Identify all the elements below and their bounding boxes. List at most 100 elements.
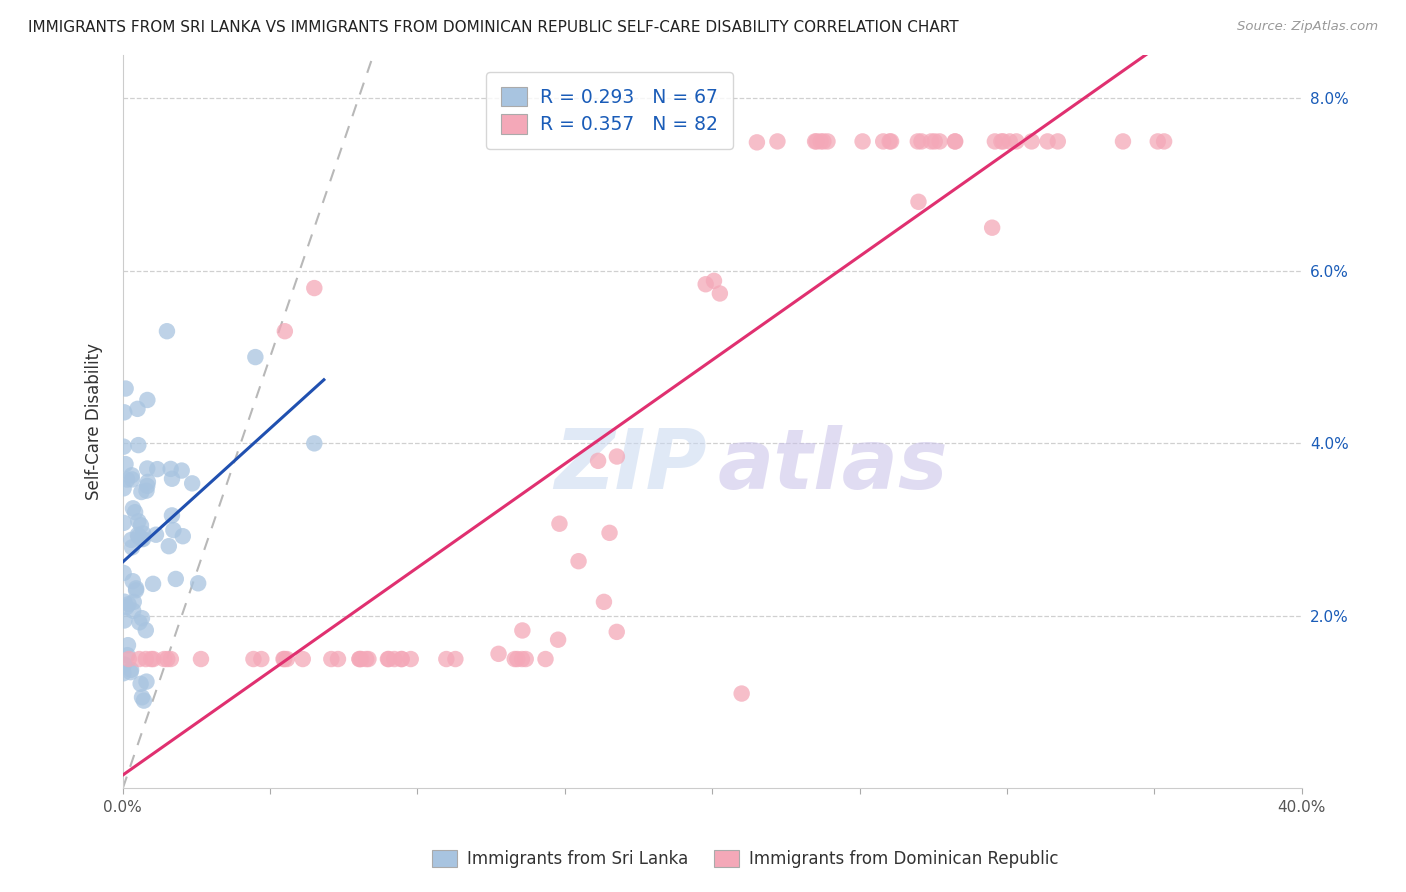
Point	[135, 624, 157, 638]
Point	[745, 136, 768, 150]
Point	[586, 454, 609, 468]
Point	[984, 135, 1007, 149]
Point	[122, 501, 145, 516]
Point	[907, 194, 929, 209]
Point	[170, 464, 193, 478]
Point	[187, 576, 209, 591]
Point	[125, 583, 148, 598]
Text: ZIP: ZIP	[554, 425, 706, 507]
Point	[515, 652, 537, 666]
Point	[920, 135, 942, 149]
Point	[135, 674, 157, 689]
Point	[981, 220, 1004, 235]
Point	[274, 324, 297, 338]
Point	[730, 687, 752, 701]
Point	[304, 281, 326, 295]
Point	[1112, 135, 1135, 149]
Point	[879, 135, 901, 149]
Point	[548, 516, 571, 531]
Point	[910, 135, 932, 149]
Point	[245, 350, 267, 364]
Point	[159, 652, 181, 666]
Y-axis label: Self-Care Disability: Self-Care Disability	[86, 343, 103, 500]
Point	[943, 135, 966, 149]
Point	[127, 438, 149, 452]
Text: Source: ZipAtlas.com: Source: ZipAtlas.com	[1237, 20, 1378, 33]
Point	[399, 652, 422, 666]
Point	[120, 665, 142, 680]
Point	[872, 135, 894, 149]
Point	[121, 472, 143, 486]
Point	[503, 652, 526, 666]
Text: IMMIGRANTS FROM SRI LANKA VS IMMIGRANTS FROM DOMINICAN REPUBLIC SELF-CARE DISABI: IMMIGRANTS FROM SRI LANKA VS IMMIGRANTS …	[28, 20, 959, 35]
Point	[132, 693, 155, 707]
Point	[534, 652, 557, 666]
Point	[813, 135, 835, 149]
Point	[156, 652, 179, 666]
Point	[276, 652, 298, 666]
Point	[132, 532, 155, 546]
Point	[389, 652, 412, 666]
Point	[547, 632, 569, 647]
Point	[506, 652, 529, 666]
Point	[117, 638, 139, 652]
Point	[990, 135, 1012, 149]
Point	[606, 450, 628, 464]
Point	[599, 525, 621, 540]
Point	[112, 566, 135, 580]
Point	[131, 485, 153, 500]
Point	[115, 600, 138, 615]
Point	[112, 614, 135, 628]
Point	[120, 663, 142, 677]
Point	[135, 483, 157, 498]
Point	[162, 523, 184, 537]
Point	[291, 652, 314, 666]
Point	[122, 595, 145, 609]
Point	[695, 277, 717, 292]
Point	[128, 615, 150, 630]
Point	[377, 652, 399, 666]
Point	[567, 554, 589, 568]
Point	[165, 572, 187, 586]
Point	[136, 479, 159, 493]
Point	[136, 461, 159, 475]
Point	[703, 274, 725, 288]
Point	[181, 476, 204, 491]
Point	[354, 652, 377, 666]
Point	[512, 624, 534, 638]
Point	[817, 135, 839, 149]
Point	[127, 401, 149, 416]
Point	[118, 652, 141, 666]
Point	[127, 514, 149, 528]
Point	[129, 518, 152, 533]
Point	[136, 392, 159, 407]
Point	[350, 652, 373, 666]
Point	[127, 528, 149, 542]
Point	[924, 135, 946, 149]
Point	[1005, 135, 1028, 149]
Point	[810, 135, 832, 149]
Point	[124, 505, 146, 519]
Point	[120, 533, 142, 547]
Point	[349, 652, 371, 666]
Point	[157, 539, 180, 553]
Point	[127, 530, 149, 544]
Point	[121, 468, 143, 483]
Point	[145, 527, 167, 541]
Point	[117, 597, 139, 611]
Point	[391, 652, 413, 666]
Point	[851, 135, 873, 149]
Point	[112, 516, 135, 530]
Point	[806, 135, 828, 149]
Point	[488, 647, 510, 661]
Point	[357, 652, 380, 666]
Point	[321, 652, 343, 666]
Point	[141, 652, 163, 666]
Point	[112, 440, 135, 454]
Point	[242, 652, 264, 666]
Point	[136, 475, 159, 489]
Point	[122, 604, 145, 618]
Point	[349, 652, 371, 666]
Point	[125, 582, 148, 596]
Point	[1146, 135, 1168, 149]
